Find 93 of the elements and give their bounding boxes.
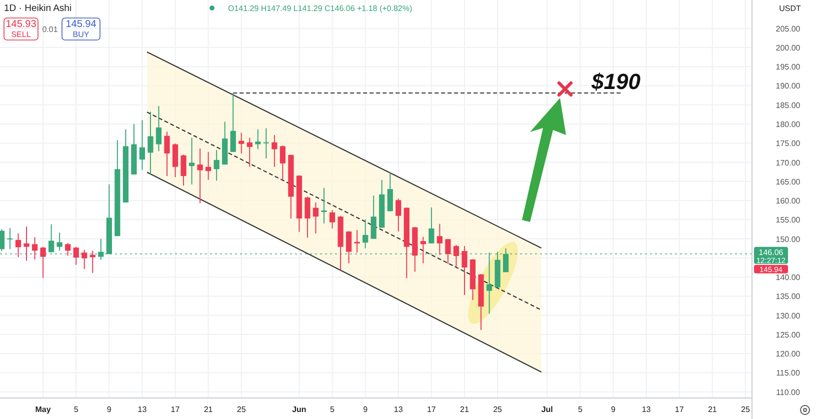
x-tick-label: 5 [74,405,79,414]
y-tick-label: 165.00 [776,177,801,186]
x-tick-label: May [35,405,52,414]
x-tick-label: 25 [236,405,246,414]
candlestick [436,223,443,256]
candlestick [148,111,154,176]
x-tick-label: 17 [170,405,180,414]
x-tick-label: 17 [674,405,684,414]
annotation: SELL [11,30,32,39]
y-tick-label: 140.00 [776,273,801,282]
y-tick-label: 160.00 [776,196,801,206]
y-tick-label: 125.00 [776,330,801,340]
x-tick-label: 25 [493,405,503,414]
y-tick-label: 205.00 [776,24,801,34]
candlestick [24,226,30,262]
y-tick-label: 115.00 [776,368,800,378]
candlestick [329,210,336,229]
annotation: 145.93 [6,19,37,30]
x-tick-label: 9 [106,405,112,414]
candlestick [230,92,236,152]
y-tick-label: 190.00 [776,82,801,91]
candlestick [346,230,352,264]
candlestick [370,195,376,240]
x-tick-label: Jun [292,405,306,414]
candlestick [396,198,402,232]
x-tick-label: 13 [138,405,148,414]
y-tick-label: 170.00 [776,158,801,168]
candlestick [420,236,426,264]
candlestick [65,242,71,256]
x-tick-label: 13 [642,405,652,414]
y-tick-label: 120.00 [776,350,801,359]
candlestick [40,246,46,278]
candlestick [7,228,13,250]
x-tick-label: 21 [460,405,470,414]
y-tick-label: 195.00 [776,62,801,72]
candlestick [453,244,460,268]
candlestick [445,238,451,265]
x-tick-label: 5 [330,405,336,414]
candlestick [428,206,434,244]
x-tick-label: 21 [204,405,214,414]
candlestick [462,246,468,296]
candlestick [164,131,170,177]
candlestick [32,236,38,260]
candlestick [304,196,310,238]
candlestick [246,137,252,168]
annotation: 145.94 [66,19,97,30]
candlestick [0,228,5,252]
candlestick [197,148,203,204]
candlestick [272,134,278,168]
candlestick [387,171,393,212]
candlestick [280,144,286,180]
y-tick-label: 200.00 [776,43,801,52]
candlestick [263,128,269,159]
annotation: $190 [590,69,642,94]
x-tick-label: 13 [394,405,404,414]
annotation: 0.01 [42,25,58,34]
y-tick-label: 135.00 [776,292,801,302]
candlestick [362,218,368,249]
text: O141.29 H147.49 L141.29 C146.06 +1.18 (+0.82%) [228,4,412,13]
candlestick [82,249,88,270]
y-axis-title: USDT [779,4,801,13]
candlestick [188,137,195,185]
candlestick [321,187,327,224]
candlestick [312,202,319,234]
x-tick-label: 21 [708,405,718,414]
candlestick [15,232,22,258]
candlestick [156,106,162,152]
y-tick-label: 180.00 [776,120,801,129]
y-tick-label: 130.00 [776,311,801,320]
x-tick-label: Jul [541,405,553,414]
y-tick-label: 155.00 [776,216,801,225]
candlestick [354,230,360,254]
candlestick [73,246,79,266]
candlestick [180,154,186,186]
x-tick-label: 17 [426,405,436,414]
annotation: BUY [72,30,90,39]
y-tick-label: 110.00 [776,388,800,397]
candlestick [214,150,220,182]
candlestick [56,232,62,252]
candlestick [238,132,244,154]
x-tick-label: 25 [741,405,750,414]
candlestick [255,128,261,150]
ref-line-label: 146.06 [758,248,784,257]
x-tick-label: 9 [611,405,616,414]
candlestick [172,143,178,178]
y-tick-label: 175.00 [776,139,801,148]
y-tick-label: 185.00 [776,100,801,110]
candlestick [139,120,146,170]
y-tick-label: 150.00 [776,234,801,244]
x-tick-label: 9 [363,405,368,414]
x-tick-label: 5 [578,405,583,414]
chart-title: 1D · Heikin Ashi [4,3,72,14]
candlestick [206,151,212,180]
